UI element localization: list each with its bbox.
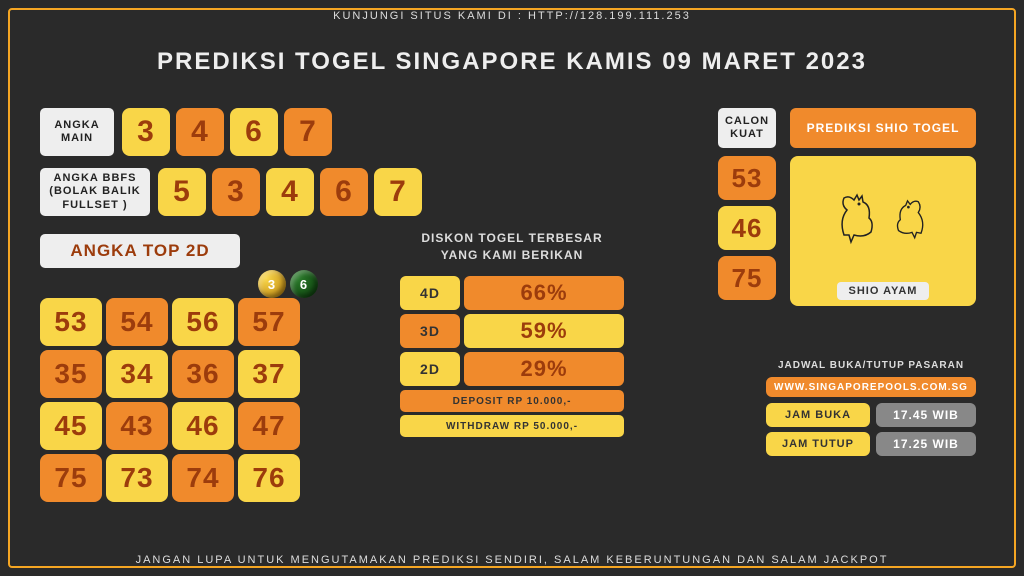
diskon-title: DISKON TOGEL TERBESAR YANG KAMI BERIKAN xyxy=(400,230,624,264)
bbfs-nums: 53467 xyxy=(158,168,422,216)
calon-kuat-nums: 534675 xyxy=(718,156,776,300)
diskon-t2: YANG KAMI BERIKAN xyxy=(400,247,624,264)
schedule: JADWAL BUKA/TUTUP PASARAN WWW.SINGAPOREP… xyxy=(766,360,976,461)
top2d-grid: 53545657353436374543464775737476 xyxy=(40,298,300,502)
top2d-label: ANGKA TOP 2D xyxy=(40,234,240,268)
angka-main-row: ANGKA MAIN xyxy=(40,108,114,156)
shio-box: SHIO AYAM xyxy=(790,156,976,306)
ball-yellow: 3 xyxy=(258,270,286,298)
calon-kuat-label: CALON KUAT xyxy=(718,108,776,148)
rooster-icon xyxy=(829,190,879,245)
angka-main-label: ANGKA MAIN xyxy=(40,108,114,156)
withdraw-bar: WITHDRAW RP 50.000,- xyxy=(400,415,624,437)
sched-site: WWW.SINGAPOREPOOLS.COM.SG xyxy=(766,377,976,397)
shio-label: SHIO AYAM xyxy=(837,282,930,300)
angka-main-nums: 3467 xyxy=(122,108,332,156)
shio-header: PREDIKSI SHIO TOGEL xyxy=(790,108,976,148)
hen-icon xyxy=(889,192,934,242)
bbfs-row: ANGKA BBFS (BOLAK BALIK FULLSET ) xyxy=(40,168,150,216)
sched-title: JADWAL BUKA/TUTUP PASARAN xyxy=(766,360,976,371)
top-banner: KUNJUNGI SITUS KAMI DI : HTTP://128.199.… xyxy=(0,10,1024,22)
footer: JANGAN LUPA UNTUK MENGUTAMAKAN PREDIKSI … xyxy=(0,554,1024,566)
diskon-block: 4D66%3D59%2D29% DEPOSIT RP 10.000,- WITH… xyxy=(400,276,624,440)
page-title: PREDIKSI TOGEL SINGAPORE KAMIS 09 MARET … xyxy=(0,48,1024,76)
diskon-t1: DISKON TOGEL TERBESAR xyxy=(400,230,624,247)
bbfs-label: ANGKA BBFS (BOLAK BALIK FULLSET ) xyxy=(40,168,150,216)
pool-balls: 3 6 xyxy=(258,270,318,298)
deposit-bar: DEPOSIT RP 10.000,- xyxy=(400,390,624,412)
ball-green: 6 xyxy=(290,270,318,298)
shio-image xyxy=(799,156,966,278)
